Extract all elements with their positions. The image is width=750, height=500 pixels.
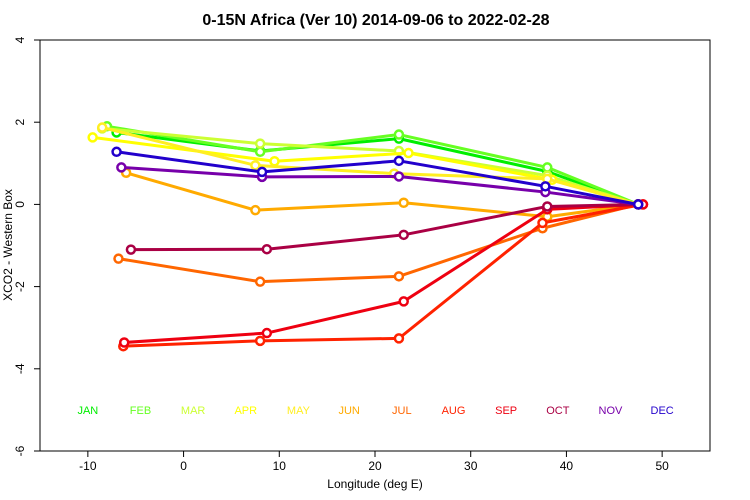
month-label: JUL <box>392 405 412 417</box>
data-point <box>542 201 553 212</box>
data-point <box>398 197 409 209</box>
month-label: MAR <box>181 405 206 417</box>
x-axis-label: Longitude (deg E) <box>327 477 422 491</box>
x-tick-label: 40 <box>560 459 574 473</box>
month-label: AUG <box>442 405 466 417</box>
data-point <box>111 146 122 158</box>
data-point <box>403 147 414 159</box>
x-tick-label: 10 <box>273 459 287 473</box>
data-point <box>254 335 266 347</box>
data-point <box>113 253 124 264</box>
data-point <box>537 217 548 229</box>
data-point <box>261 243 273 255</box>
month-label: DEC <box>651 405 674 417</box>
month-labels: JAN FEB MAR APR MAY JUN JUL AUG SEP OCT NOV DEC <box>77 405 673 417</box>
month-label: JUN <box>338 405 359 417</box>
y-axis: -6 -4 -2 0 2 4 <box>13 36 40 456</box>
data-point <box>254 138 266 149</box>
month-label: APR <box>234 405 257 417</box>
series-line <box>123 202 644 348</box>
data-point <box>118 337 130 348</box>
chart-title: 0-15N Africa (Ver 10) 2014-09-06 to 2022… <box>202 12 549 29</box>
series-11 <box>116 162 644 210</box>
data-point <box>125 244 137 255</box>
data-point <box>116 162 127 173</box>
data-point <box>393 129 405 140</box>
x-tick-label: -10 <box>79 459 97 473</box>
month-label: SEP <box>495 405 517 417</box>
data-point <box>87 132 98 143</box>
series-12 <box>111 146 644 210</box>
month-label: JAN <box>77 405 98 417</box>
plot-frame <box>39 39 711 452</box>
month-label: OCT <box>546 405 570 417</box>
data-point <box>632 199 644 210</box>
y-tick-label: 4 <box>13 36 27 43</box>
x-tick-label: 30 <box>464 459 478 473</box>
x-tick-label: 0 <box>180 459 187 473</box>
data-point <box>542 162 553 173</box>
y-axis-label: XCO2 - Western Box <box>1 189 15 301</box>
data-point <box>393 333 405 344</box>
month-label: MAY <box>287 405 311 417</box>
y-tick-label: -2 <box>13 281 27 292</box>
series-9 <box>118 199 649 348</box>
month-label: NOV <box>599 405 624 417</box>
x-tick-label: 20 <box>368 459 382 473</box>
series-line <box>130 202 639 252</box>
y-tick-label: -6 <box>13 445 27 456</box>
data-point <box>256 166 268 178</box>
data-point <box>398 296 409 307</box>
y-tick-label: 0 <box>13 201 27 208</box>
data-point <box>96 122 108 133</box>
month-label: FEB <box>130 405 151 417</box>
x-axis: -10 0 10 20 30 40 50 <box>79 451 669 473</box>
data-point <box>393 271 405 282</box>
series-layer <box>87 121 649 352</box>
data-point <box>398 229 409 241</box>
x-tick-label: 50 <box>655 459 669 473</box>
data-point <box>261 327 273 339</box>
data-point <box>250 160 261 171</box>
data-point <box>254 146 266 158</box>
series-6 <box>120 167 644 222</box>
data-point <box>250 204 261 216</box>
y-tick-label: -4 <box>13 363 27 374</box>
data-point <box>393 155 405 167</box>
data-point <box>254 276 266 287</box>
data-point <box>269 155 280 167</box>
y-tick-label: 2 <box>13 119 27 126</box>
data-point <box>540 181 551 192</box>
data-point <box>393 171 405 182</box>
